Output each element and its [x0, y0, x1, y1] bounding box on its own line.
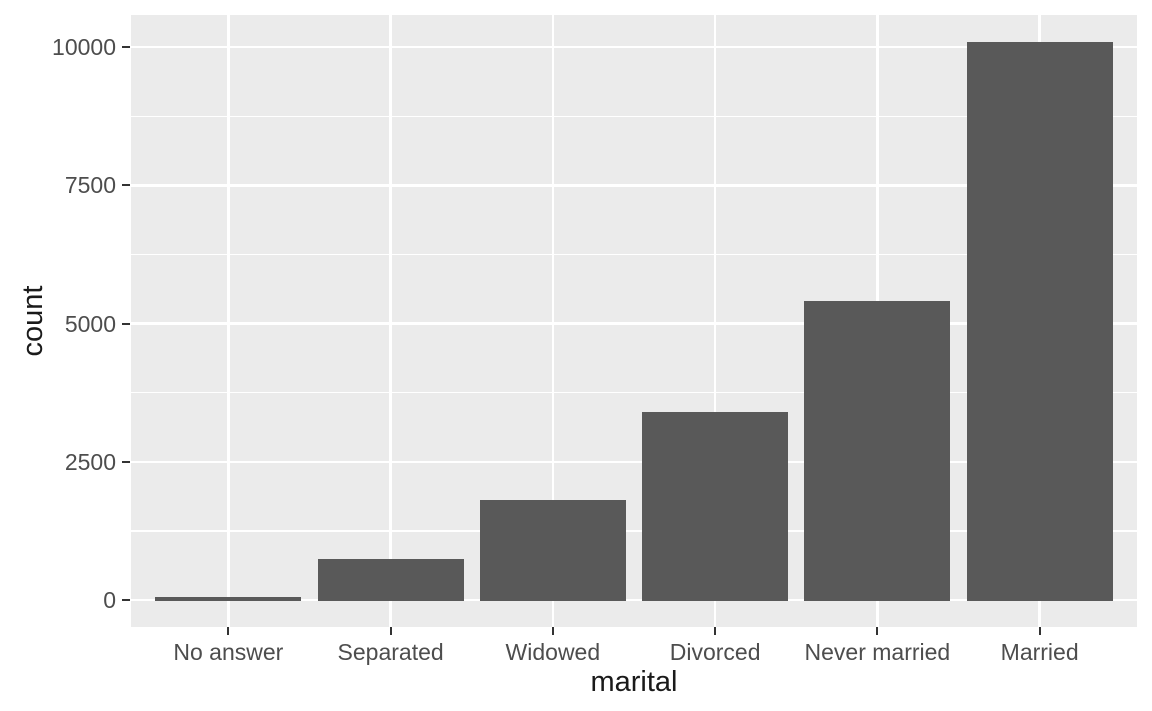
y-tick-label: 2500 [64, 448, 116, 475]
x-tick-label-no-answer: No answer [173, 639, 284, 665]
y-axis-title: count [17, 285, 49, 357]
x-tick-mark [227, 627, 230, 635]
bar-widowed [479, 500, 626, 601]
major-gridline-y [131, 460, 1137, 463]
y-tick-label: 7500 [64, 172, 116, 199]
bar-separated [317, 558, 464, 601]
major-gridline-y [131, 598, 1137, 602]
major-gridline-x [227, 15, 230, 627]
minor-gridline [131, 253, 1137, 256]
x-axis-title: marital [590, 666, 678, 698]
major-gridline-y [131, 322, 1137, 325]
major-gridline-y [131, 184, 1137, 187]
y-tick-label: 10000 [52, 34, 116, 61]
major-gridline-x [389, 15, 392, 627]
y-tick-mark [122, 46, 130, 49]
bar-no-answer [155, 597, 302, 601]
y-tick-mark [122, 322, 130, 325]
minor-gridline [131, 392, 1137, 394]
major-gridline-x [551, 15, 555, 627]
x-tick-mark [876, 627, 879, 635]
major-gridline-x [713, 15, 717, 627]
y-tick-label: 0 [103, 587, 116, 613]
y-tick-label: 5000 [64, 310, 116, 337]
x-tick-label-separated: Separated [337, 639, 444, 665]
bar-never-married [804, 301, 951, 601]
y-tick-mark [122, 460, 130, 463]
x-tick-label-never-married: Never married [804, 639, 951, 665]
x-tick-mark [551, 627, 554, 635]
x-tick-mark [389, 627, 392, 635]
x-tick-mark [714, 627, 717, 635]
x-tick-mark [1038, 627, 1041, 635]
plot-panel [131, 15, 1137, 627]
bar-divorced [642, 412, 789, 601]
y-tick-mark [122, 599, 130, 601]
x-tick-label-married: Married [1000, 639, 1079, 665]
minor-gridline [131, 530, 1137, 532]
y-tick-mark [122, 184, 130, 187]
x-tick-label-divorced: Divorced [669, 639, 761, 665]
major-gridline-y [131, 45, 1137, 49]
bar-married [966, 41, 1113, 601]
minor-gridline [131, 115, 1137, 117]
x-tick-label-widowed: Widowed [505, 639, 601, 665]
